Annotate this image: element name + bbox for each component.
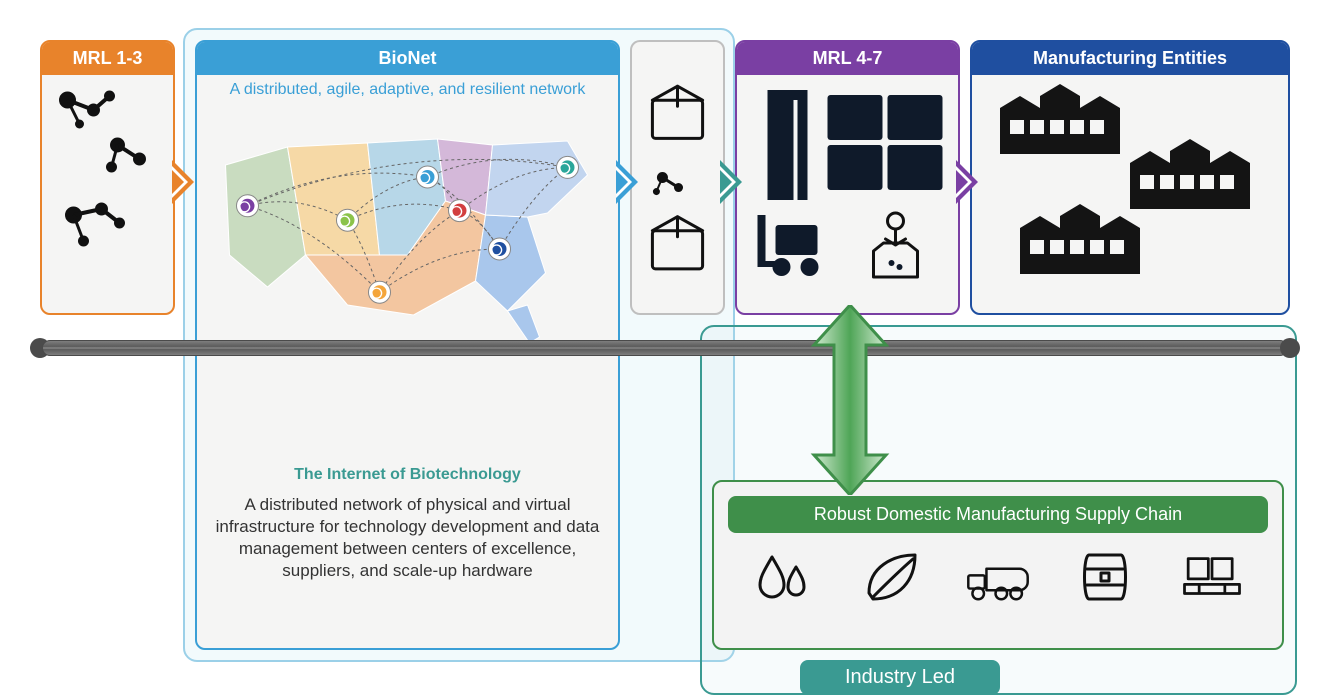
chevron-arrow-icon <box>956 160 982 204</box>
water-drops-icon <box>751 547 817 607</box>
panel-manufacturing-entities: Manufacturing Entities <box>970 40 1290 315</box>
bionet-section-body: A distributed network of physical and vi… <box>197 490 618 586</box>
panel-mrl-1-3: MRL 1-3 <box>40 40 175 315</box>
chevron-arrow-icon <box>720 160 746 204</box>
panel-intermediate <box>630 40 725 315</box>
panel-title: MRL 4-7 <box>737 42 958 75</box>
panel-supply-chain: Robust Domestic Manufacturing Supply Cha… <box>712 480 1284 650</box>
industry-led-tab: Industry Led <box>800 660 1000 695</box>
chevron-arrow-icon <box>616 160 642 204</box>
pallet-boxes-icon <box>1179 547 1245 607</box>
bidirectional-arrow-icon <box>810 305 890 495</box>
pipeline-track <box>30 338 1300 358</box>
panel-title: Manufacturing Entities <box>972 42 1288 75</box>
panel-mrl-4-7: MRL 4-7 <box>735 40 960 315</box>
bionet-section-title: The Internet of Biotechnology <box>197 460 618 490</box>
factory-icons <box>972 75 1288 305</box>
molecule-icons <box>42 75 173 295</box>
panel-title: BioNet <box>197 42 618 75</box>
tank-truck-icon <box>965 547 1031 607</box>
barrel-icon <box>1072 547 1138 607</box>
supply-icons-row <box>714 541 1282 613</box>
leaf-icon <box>858 547 924 607</box>
us-network-map <box>197 105 618 345</box>
supply-banner: Robust Domestic Manufacturing Supply Cha… <box>728 496 1268 533</box>
chevron-arrow-icon <box>172 160 198 204</box>
bionet-subtitle: A distributed, agile, adaptive, and resi… <box>197 75 618 105</box>
warehouse-icons <box>737 75 958 305</box>
panel-title: MRL 1-3 <box>42 42 173 75</box>
